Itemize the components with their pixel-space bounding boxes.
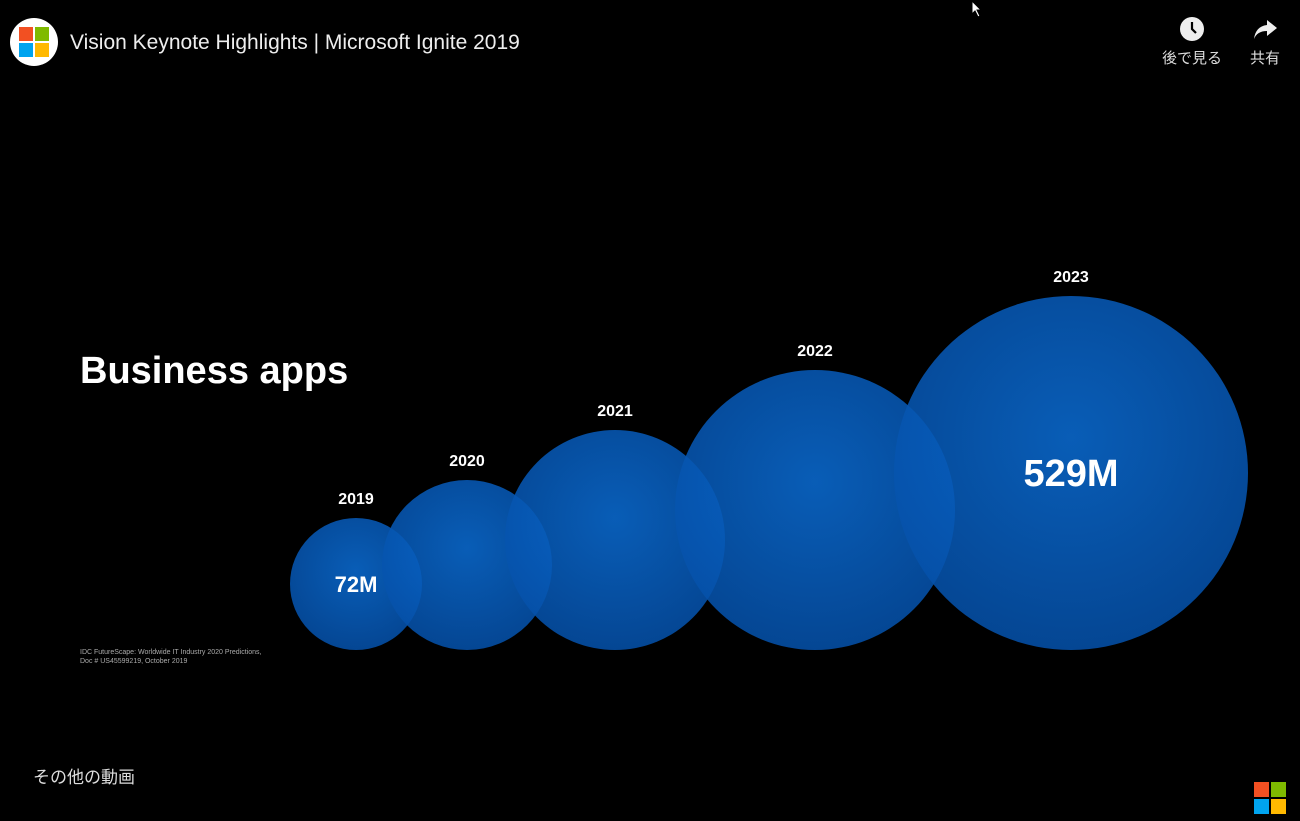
value-label: 72M [335,572,378,597]
bubble-2021 [505,430,725,650]
year-label: 2022 [797,343,833,360]
share-button[interactable]: 共有 [1250,16,1280,68]
citation-line-2: Doc # US45599219, October 2019 [80,658,188,665]
bubble-2023 [894,296,1248,650]
video-title[interactable]: Vision Keynote Highlights | Microsoft Ig… [70,31,520,54]
mouse-cursor-icon [971,0,983,18]
share-label: 共有 [1250,50,1281,67]
year-label: 2019 [338,491,374,508]
more-videos-link[interactable]: その他の動画 [33,768,135,787]
year-label: 2021 [597,403,633,420]
citation-line-1: IDC FutureScape: Worldwide IT Industry 2… [80,649,262,656]
channel-logo[interactable] [10,18,58,66]
microsoft-logo-icon [19,27,49,57]
watch-later-label: 後で見る [1162,50,1223,67]
watch-later-button[interactable]: 後で見る [1162,16,1222,68]
clock-icon [1180,17,1204,41]
citation: IDC FutureScape: Worldwide IT Industry 2… [80,648,261,666]
bubble-2022 [675,370,955,650]
year-label: 2023 [1053,269,1089,286]
year-label: 2020 [449,453,485,470]
slide-heading: Business apps [80,350,349,392]
share-arrow-icon [1254,20,1277,39]
microsoft-watermark-icon [1254,782,1286,814]
value-label: 529M [1023,453,1118,495]
